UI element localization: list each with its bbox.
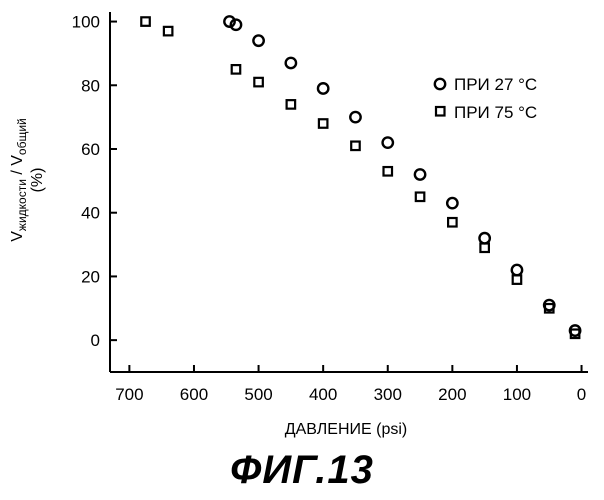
y-label-base2: V <box>9 155 26 166</box>
legend-label-27c: ПРИ 27 °C <box>454 75 537 94</box>
data-point-circle <box>223 15 236 28</box>
legend: ПРИ 27 °C ПРИ 75 °C <box>433 75 537 122</box>
y-axis-label: Vжидкости / Vобщий (%) <box>9 118 46 242</box>
y-ticks: 0 20 40 60 80 100 <box>72 13 117 350</box>
y-tick-label: 80 <box>81 76 100 95</box>
y-label-sub2: общий <box>15 118 29 155</box>
data-point-circle <box>229 18 243 32</box>
data-point-square <box>511 274 523 285</box>
data-point-square <box>253 76 264 88</box>
y-tick-label: 40 <box>81 204 100 223</box>
data-point-square <box>162 25 174 37</box>
x-ticks: 700 600 500 400 300 200 100 0 <box>115 365 586 404</box>
data-point-square <box>569 328 581 340</box>
x-axis-label: ДАВЛЕНИЕ (psi) <box>285 421 407 438</box>
data-point-square <box>350 140 361 152</box>
data-point-circle <box>284 56 298 70</box>
legend-label-75c: ПРИ 75 °C <box>454 103 537 122</box>
data-point-circle <box>413 168 427 181</box>
data-points <box>140 15 582 340</box>
x-tick-label: 300 <box>374 385 402 404</box>
y-label-sep: / <box>9 166 26 179</box>
data-point-square <box>317 118 329 129</box>
data-point-square <box>543 302 555 314</box>
data-point-square <box>140 16 151 27</box>
data-point-square <box>447 216 458 228</box>
data-point-circle <box>349 110 362 124</box>
data-point-circle <box>510 263 524 277</box>
y-tick-label: 100 <box>72 13 100 32</box>
x-tick-label: 600 <box>180 385 208 404</box>
x-tick-label: 700 <box>115 385 143 404</box>
legend-marker-75c <box>434 105 446 117</box>
data-point-square <box>230 63 242 75</box>
data-point-circle <box>478 231 492 245</box>
legend-marker-27c <box>433 77 447 91</box>
y-label-sub1: жидкости <box>15 179 29 231</box>
x-tick-label: 500 <box>244 385 272 404</box>
y-axis-label-ratio: Vжидкости / Vобщий <box>9 118 29 242</box>
x-tick-label: 100 <box>503 385 531 404</box>
data-point-square <box>382 165 394 177</box>
x-tick-label: 200 <box>438 385 466 404</box>
y-tick-label: 20 <box>81 267 100 286</box>
data-point-circle <box>316 82 330 95</box>
data-point-circle <box>252 34 265 48</box>
data-point-square <box>414 191 426 203</box>
data-point-square <box>479 242 490 254</box>
axes <box>109 12 588 373</box>
data-point-circle <box>381 136 395 150</box>
data-point-square <box>285 99 297 110</box>
scatter-chart: 0 20 40 60 80 100 700 600 500 400 300 200 100 0 ПРИ … <box>9 12 588 438</box>
x-tick-label: 400 <box>309 385 337 404</box>
y-axis-label-unit: (%) <box>29 168 46 193</box>
x-tick-label: 0 <box>577 385 586 404</box>
data-point-circle <box>445 196 459 210</box>
y-label-base1: V <box>9 231 26 242</box>
y-tick-label: 0 <box>91 331 100 350</box>
y-tick-label: 60 <box>81 140 100 159</box>
figure-caption: ФИГ.13 <box>230 448 374 492</box>
